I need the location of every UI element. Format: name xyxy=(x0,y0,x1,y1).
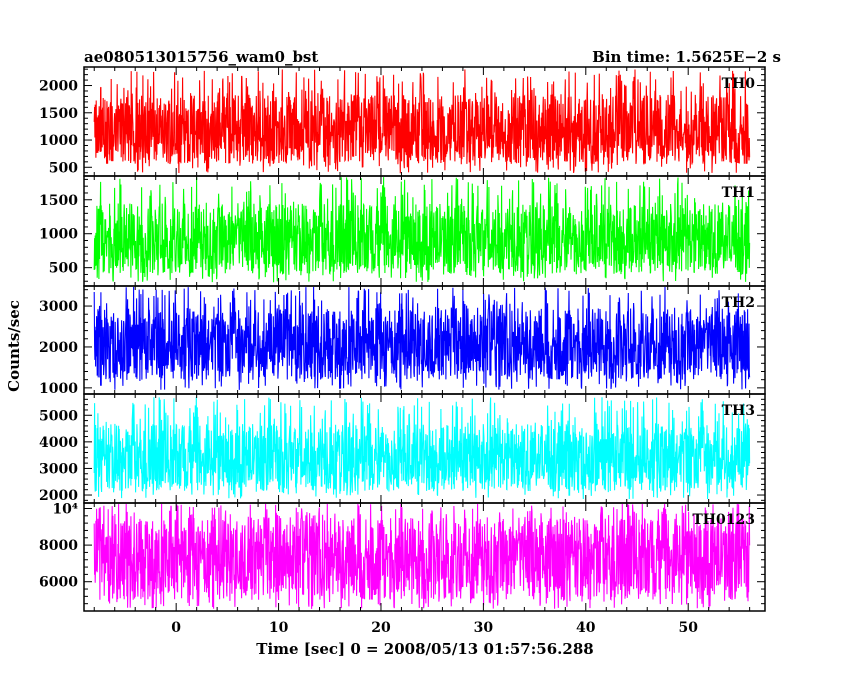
panel-label-th0: TH0 xyxy=(722,76,756,92)
x-tick-label: 10 xyxy=(269,620,289,636)
y-tick-label: 500 xyxy=(49,160,78,176)
panel-label-th0123: TH0123 xyxy=(692,512,755,528)
panel-th0: 500 1000 1500 2000 TH0 xyxy=(39,66,766,177)
x-axis-label: Time [sec] 0 = 2008/05/13 01:57:56.288 xyxy=(256,640,593,658)
series-th1 xyxy=(93,177,751,283)
x-tick-label: 30 xyxy=(474,620,494,636)
series-th2 xyxy=(93,286,751,390)
y-tick-label: 2000 xyxy=(39,340,78,356)
panel-th2: 1000 2000 3000 TH2 xyxy=(39,285,766,397)
panel-th3: 2000 3000 4000 5000 TH3 xyxy=(39,393,766,504)
y-tick-label: 500 xyxy=(49,261,78,277)
series-th0 xyxy=(93,69,751,174)
series-th0123 xyxy=(93,503,751,609)
y-tick-label: 2000 xyxy=(39,79,78,95)
x-tick-label: 50 xyxy=(678,620,698,636)
y-tick-label: 8000 xyxy=(39,538,78,554)
y-tick-label: 4000 xyxy=(39,435,78,451)
x-tick-label: 20 xyxy=(371,620,391,636)
y-tick-label: 1000 xyxy=(39,381,78,397)
panel-th1: 500 1000 1500 TH1 xyxy=(39,175,766,287)
bin-time-label: Bin time: 1.5625E−2 s xyxy=(592,48,781,66)
panel-label-th1: TH1 xyxy=(722,185,755,201)
chart-title: ae080513015756_wam0_bst xyxy=(84,48,318,66)
panel-label-th3: TH3 xyxy=(722,403,755,419)
panel-th0123: 6000 8000 10⁴ TH0123 xyxy=(39,501,766,612)
y-tick-label: 6000 xyxy=(39,575,78,591)
series-th3 xyxy=(93,397,751,500)
panel-frame xyxy=(83,502,766,612)
panel-label-th2: TH2 xyxy=(722,295,755,311)
y-tick-label: 5000 xyxy=(39,408,78,424)
x-tick-label: 40 xyxy=(576,620,596,636)
y-tick-label: 3000 xyxy=(39,461,78,477)
y-tick-label: 10⁴ xyxy=(52,501,78,517)
y-tick-label: 2000 xyxy=(39,488,78,504)
y-tick-label: 1500 xyxy=(39,193,78,209)
y-tick-label: 3000 xyxy=(39,299,78,315)
y-tick-label: 1000 xyxy=(39,227,78,243)
y-axis-label: Counts/sec xyxy=(5,300,23,392)
x-tick-label: 0 xyxy=(171,620,181,636)
y-tick-label: 1000 xyxy=(39,133,78,149)
y-tick-label: 1500 xyxy=(39,106,78,122)
